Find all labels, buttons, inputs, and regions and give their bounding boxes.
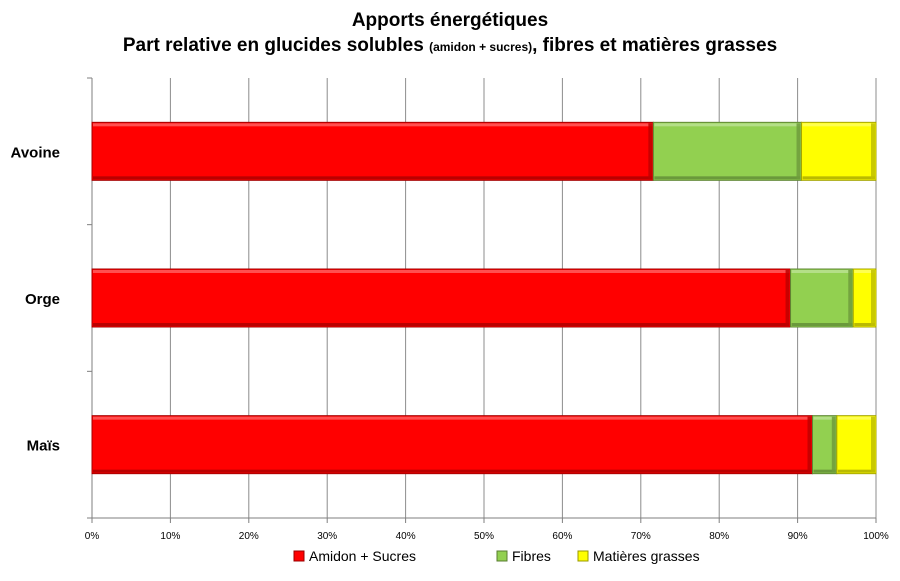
bar-shadow [93,323,790,326]
category-label: Avoine [11,144,60,161]
bar-edge [871,270,875,326]
bar-segment [852,268,877,328]
x-tick-label: 50% [474,531,494,542]
bar-shadow [654,176,801,180]
bar-shadow [813,469,836,473]
bar-segment [801,121,877,181]
bar-highlight [854,270,875,273]
bar-shadow [93,176,653,180]
chart-title-block: Apports énergétiques Part relative en gl… [0,8,900,60]
legend-label: Fibres [512,548,551,564]
x-tick-label: 10% [160,531,180,542]
bar-shadow [837,469,875,473]
category-label: Maïs [27,438,60,455]
x-tick-label: 70% [631,531,651,542]
x-tick-label: 40% [396,531,416,542]
x-tick-label: 100% [863,531,889,542]
category-label: Orge [25,291,60,308]
bar-shadow [854,323,875,326]
bar-shadow [93,469,812,473]
x-tick-label: 80% [709,531,729,542]
bar-shadow [802,176,875,180]
bar-edge [848,270,853,326]
x-tick-label: 30% [317,531,337,542]
bar-highlight [654,123,801,127]
bar-highlight [93,416,812,420]
chart-subtitle: Part relative en glucides solubles (amid… [0,33,900,60]
bar-edge [785,270,790,326]
bar-highlight [837,416,875,420]
subtitle-tail: , fibres et matières grasses [532,35,778,56]
bar-edge [796,123,801,180]
bar-highlight [813,416,836,420]
subtitle-main: Part relative en glucides solubles [122,35,424,56]
bar-segment [91,121,654,181]
subtitle-small: (amidon + sucres) [429,40,533,54]
bar-highlight [93,123,653,127]
bar-edge [648,123,653,180]
x-tick-label: 0% [85,531,100,542]
legend-swatch [293,550,305,562]
bar-segment [836,415,877,475]
legend-swatch [496,550,508,562]
bar-shadow [791,323,853,326]
bar-highlight [802,123,875,127]
bar-edge [871,416,875,473]
x-tick-label: 60% [552,531,572,542]
x-tick-label: 90% [788,531,808,542]
x-tick-label: 20% [239,531,259,542]
chart-title: Apports énergétiques [351,10,549,31]
bar-edge [871,123,875,180]
bar-edge [807,416,812,473]
legend-swatch [577,550,589,562]
bar-segment [790,268,854,328]
bar-highlight [791,270,853,273]
legend-label: Amidon + Sucres [309,548,416,564]
bar-highlight [93,270,790,273]
bar-segment [91,415,813,475]
legend-label: Matières grasses [593,548,700,564]
bar-segment [652,121,803,181]
bar-edge [831,416,836,473]
bar-segment [91,268,792,328]
